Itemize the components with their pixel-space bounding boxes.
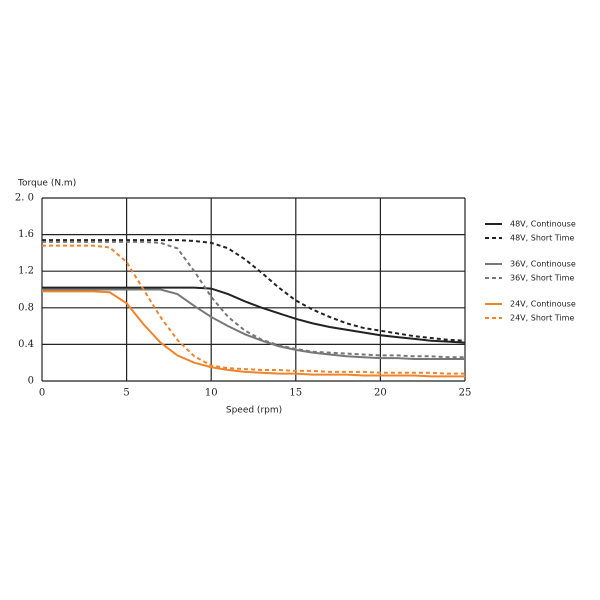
line: [42, 244, 465, 375]
x-tick-label: 10: [205, 388, 218, 399]
line: [42, 290, 465, 378]
y-tick-label: 0: [28, 376, 34, 387]
line: [42, 240, 465, 359]
y-tick-label: 2. 0: [15, 193, 34, 204]
y-tick-label: 0.8: [18, 302, 34, 313]
y-tick-label: 1.6: [18, 229, 34, 240]
x-tick-label: 25: [459, 388, 472, 399]
line: [42, 239, 466, 342]
legend-label: 36V, Short Time: [510, 274, 574, 283]
legend-label: 48V, Continouse: [510, 220, 576, 229]
y-tick-label: 0.4: [18, 339, 34, 350]
x-tick-label: 20: [374, 388, 387, 399]
line: [42, 286, 466, 344]
x-axis-label: Speed (rpm): [226, 406, 282, 416]
y-tick-label: 1.2: [18, 266, 34, 277]
x-tick-label: 5: [123, 388, 129, 399]
line: [42, 288, 465, 361]
legend-label: 48V, Short Time: [510, 234, 574, 243]
x-tick-label: 0: [39, 388, 45, 399]
x-tick-label: 15: [289, 388, 302, 399]
y-axis-label: Torque (N.m): [17, 179, 76, 189]
legend-label: 24V, Continouse: [510, 300, 576, 309]
legend-label: 24V, Short Time: [510, 314, 574, 323]
legend-label: 36V, Continouse: [510, 260, 576, 269]
